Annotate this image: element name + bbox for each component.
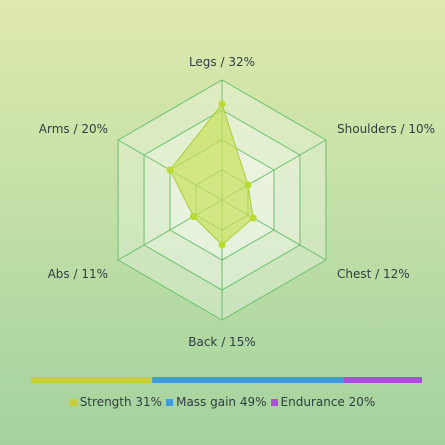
data-point-arms xyxy=(166,166,174,174)
axis-label-shoulders: Shoulders / 10% xyxy=(337,122,435,136)
bar-segment-endurance xyxy=(343,377,422,383)
legend: Strength 31% Mass gain 49% Endurance 20% xyxy=(0,395,445,409)
data-point-back xyxy=(218,241,226,249)
data-point-legs xyxy=(218,100,226,108)
legend-swatch-endurance xyxy=(270,398,278,406)
legend-label-mass-gain: Mass gain 49% xyxy=(176,395,267,409)
data-point-shoulders xyxy=(244,181,252,189)
legend-swatch-mass-gain xyxy=(166,398,174,406)
legend-label-endurance: Endurance 20% xyxy=(280,395,376,409)
axis-label-arms: Arms / 20% xyxy=(39,122,108,136)
bar-segment-strength xyxy=(31,377,153,383)
legend-item-mass-gain: Mass gain 49% xyxy=(166,395,267,409)
axis-label-back: Back / 15% xyxy=(188,335,255,349)
axis-label-chest: Chest / 12% xyxy=(337,267,410,281)
axis-label-abs: Abs / 11% xyxy=(48,267,108,281)
data-point-abs xyxy=(189,213,197,220)
legend-label-strength: Strength 31% xyxy=(79,395,163,409)
legend-item-strength: Strength 31% xyxy=(69,395,163,409)
bar-segment-mass-gain xyxy=(152,377,344,383)
legend-swatch-strength xyxy=(69,398,77,406)
data-point-chest xyxy=(249,214,257,222)
axis-label-legs: Legs / 32% xyxy=(189,55,255,69)
legend-item-endurance: Endurance 20% xyxy=(270,395,376,409)
